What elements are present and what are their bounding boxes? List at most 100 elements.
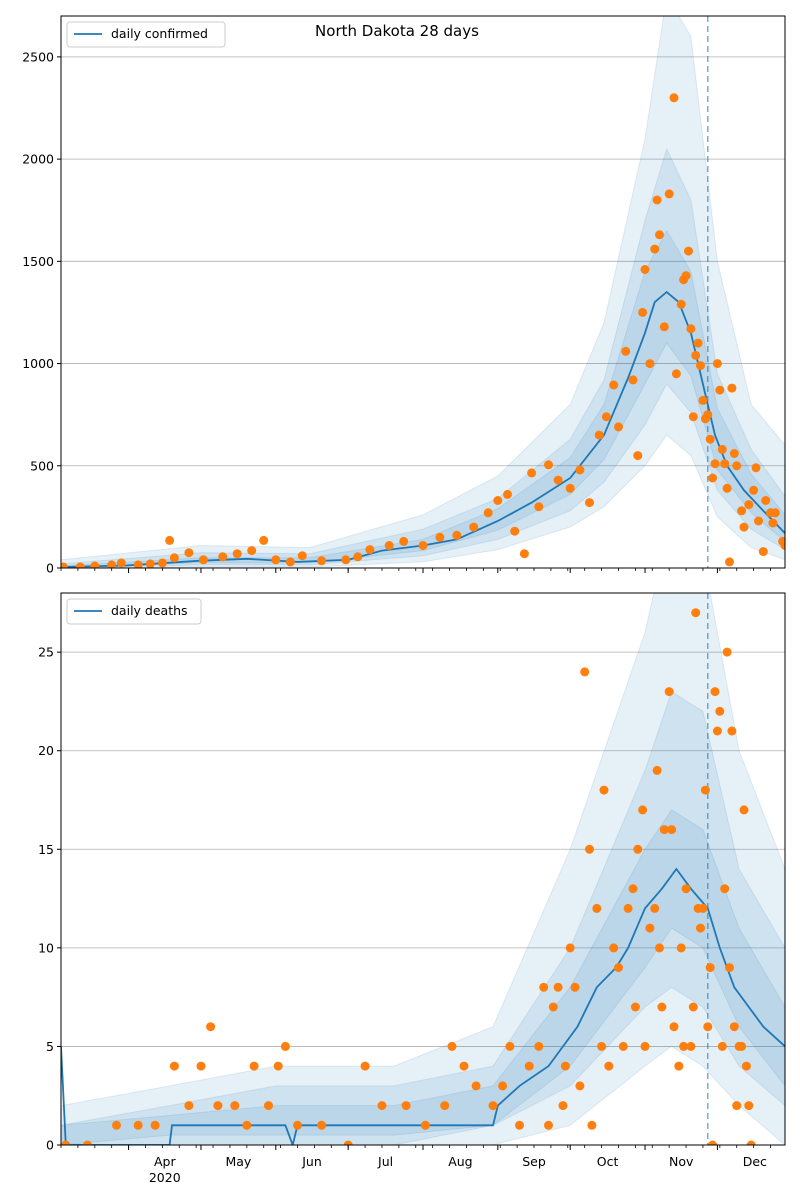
confirmed-observed-point [519, 549, 529, 559]
confirmed-observed-point [758, 547, 768, 557]
month-tick-label: Sep [522, 1154, 546, 1169]
month-tick-label: Jun [301, 1154, 322, 1169]
confirmed-observed-point [232, 549, 242, 559]
deaths-observed-point [488, 1101, 498, 1111]
deaths-observed-point [659, 825, 669, 835]
deaths-observed-point [703, 1022, 713, 1032]
confirmed-observed-point [710, 459, 720, 469]
confirmed-observed-point [116, 558, 126, 568]
deaths-band-outer [61, 593, 785, 1145]
deaths-observed-point [657, 1002, 667, 1012]
deaths-observed-point [112, 1120, 121, 1130]
deaths-observed-point [249, 1061, 259, 1071]
confirmed-observed-point [705, 434, 715, 444]
confirmed-observed-point [184, 548, 194, 558]
confirmed-plot-area [61, 16, 785, 568]
deaths-observed-point [681, 884, 691, 894]
deaths-observed-point [597, 1041, 607, 1051]
deaths-observed-point [524, 1061, 534, 1071]
deaths-observed-point [686, 1041, 696, 1051]
deaths-observed-point [553, 982, 563, 992]
confirmed-observed-point [751, 463, 761, 473]
confirmed-band-middle [61, 147, 785, 568]
confirmed-observed-point [469, 522, 479, 532]
deaths-observed-point [515, 1120, 524, 1130]
confirmed-observed-point [664, 189, 674, 199]
confirmed-observed-point [165, 535, 175, 545]
deaths-observed-point [575, 1081, 585, 1091]
deaths-plot-area [61, 593, 785, 1145]
confirmed-observed-point [353, 552, 363, 562]
confirmed-observed-point [691, 350, 701, 360]
month-tick-label: Apr [154, 1154, 176, 1169]
confirmed-observed-point [671, 369, 681, 379]
confirmed-observed-point [698, 395, 708, 405]
deaths-observed-point [609, 943, 619, 953]
deaths-observed-point [614, 963, 623, 973]
confirmed-observed-point [744, 500, 754, 510]
confirmed-panel: 0 500 1000 1500 2000 2500 [22, 15, 786, 576]
legend-label-deaths: daily deaths [111, 603, 188, 618]
deaths-observed-point [739, 805, 749, 815]
confirmed-observed-point [640, 265, 650, 274]
month-tick-label: Jul [377, 1154, 393, 1169]
figure-title: North Dakota 28 days [315, 22, 479, 40]
deaths-ytick-label: 5 [46, 1039, 54, 1054]
deaths-observed-point [498, 1081, 508, 1091]
confirmed-observed-point [510, 526, 520, 536]
confirmed-observed-point [652, 195, 662, 205]
deaths-observed-point [565, 943, 575, 953]
deaths-observed-point [698, 903, 708, 913]
confirmed-ytick-label: 2500 [22, 49, 54, 64]
deaths-observed-point [280, 1041, 290, 1051]
deaths-ytick-label: 10 [38, 940, 54, 955]
confirmed-observed-point [418, 541, 428, 550]
confirmed-observed-point [768, 518, 778, 528]
deaths-observed-point [206, 1022, 216, 1032]
deaths-observed-point [230, 1101, 240, 1111]
confirmed-observed-point [271, 555, 281, 565]
confirmed-observed-point [544, 460, 553, 470]
deaths-observed-point [669, 1022, 679, 1032]
confirmed-observed-point [621, 346, 631, 356]
deaths-observed-point [645, 923, 655, 933]
deaths-observed-point [273, 1061, 283, 1071]
confirmed-observed-point [614, 422, 623, 432]
deaths-observed-point [558, 1101, 568, 1111]
deaths-observed-point [242, 1120, 252, 1130]
confirmed-observed-point [686, 324, 696, 334]
deaths-observed-point [459, 1061, 469, 1071]
deaths-observed-point [548, 1002, 558, 1012]
confirmed-observed-point [133, 560, 143, 568]
deaths-observed-point [630, 1002, 640, 1012]
deaths-ytick-label: 0 [46, 1138, 54, 1153]
deaths-observed-point [401, 1101, 411, 1111]
deaths-observed-point [638, 805, 648, 815]
confirmed-observed-point [729, 449, 739, 458]
confirmed-observed-point [483, 508, 493, 518]
confirmed-observed-point [399, 536, 409, 546]
deaths-observed-point [585, 844, 594, 854]
confirmed-ytick-label: 1000 [22, 356, 54, 371]
deaths-observed-point [534, 1041, 544, 1051]
confirmed-observed-point [285, 557, 295, 567]
confirmed-observed-point [703, 410, 713, 420]
confirmed-observed-point [259, 535, 269, 545]
deaths-observed-point [712, 726, 722, 736]
confirmed-model-line [61, 290, 785, 568]
deaths-observed-point [691, 608, 701, 618]
confirmed-observed-point [688, 412, 698, 422]
deaths-observed-point [725, 963, 734, 973]
confirmed-observed-point [553, 475, 563, 485]
deaths-observed-point [710, 687, 720, 697]
confirmed-observed-point [157, 558, 167, 568]
deaths-observed-point [196, 1061, 206, 1071]
confirmed-observed-point [638, 307, 648, 317]
deaths-observed-point [729, 1022, 739, 1032]
deaths-observed-point [293, 1120, 302, 1130]
confirmed-observed-point [145, 559, 155, 568]
confirmed-observed-point [761, 496, 771, 505]
